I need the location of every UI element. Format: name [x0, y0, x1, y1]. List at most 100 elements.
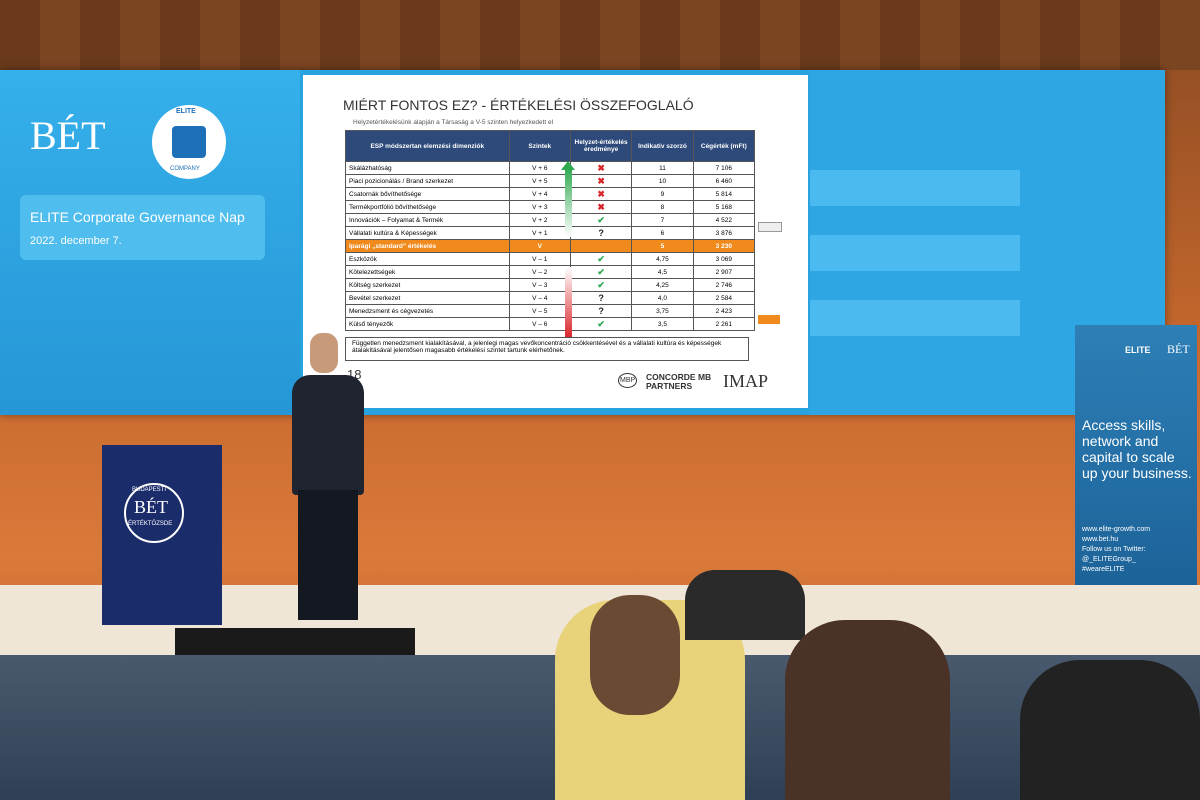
screen: BÉT ELITE COMPANY ELITE Corporate Govern… [0, 70, 1165, 415]
result-cell: ? [569, 226, 633, 240]
table-cell: 4,0 [631, 291, 694, 305]
table-cell: Skálázhatóság [345, 161, 510, 175]
table-cell: 2 261 [692, 317, 756, 331]
elite-mark [172, 126, 206, 158]
table-row: Innovációk – Folyamat & Termék V + 2 ✔ 7 4 5… [345, 213, 756, 227]
grey-arrow [758, 222, 782, 232]
rollup-banner: ELITE BÉT Access skills, network and cap… [1075, 325, 1197, 615]
slide-subtitle: Helyzetértékelésünk alapján a Társaság a… [353, 119, 554, 126]
screen-right-panel [810, 70, 1165, 415]
table-cell: 11 [631, 161, 694, 175]
table-row: Eszközök V – 1 ✔ 4,75 3 069 [345, 252, 756, 266]
header-cell: Indikatív szorzó [631, 130, 694, 162]
audience-member [785, 620, 950, 800]
header-cell: ESP módszertan elemzési dimenziók [345, 130, 510, 162]
result-cell: ✖ [569, 187, 633, 201]
table-cell: 4,75 [631, 252, 694, 266]
audience-hair [590, 595, 680, 715]
table-row: Kötelezettségek V – 2 ✔ 4,5 2 907 [345, 265, 756, 279]
table-cell: V – 6 [508, 317, 571, 331]
speaker-body [292, 375, 364, 495]
table-cell: Iparági „standard” értékelés [345, 239, 510, 253]
table-cell: 3,5 [631, 317, 694, 331]
result-cell: ? [569, 291, 633, 305]
table-cell: 3,75 [631, 304, 694, 318]
table-cell: 2 584 [692, 291, 756, 305]
table-cell: V – 3 [508, 278, 571, 292]
result-cell: ✔ [569, 278, 633, 292]
company-label: COMPANY [170, 166, 200, 172]
up-arrow [565, 167, 572, 237]
table-cell: Termékportfólió bővíthetősége [345, 200, 510, 214]
event-date: 2022. december 7. [30, 235, 122, 247]
table-cell: Vállalati kultúra & Képességek [345, 226, 510, 240]
table-cell: V + 5 [508, 174, 571, 188]
result-cell: ✔ [569, 265, 633, 279]
note-box: Független menedzsment kialakításával, a … [345, 337, 749, 361]
table-row: Menedzsment és cégvezetés V – 5? 3,75 2 423 [345, 304, 756, 318]
concorde-logo: CONCORDE MB PARTNERS [646, 372, 712, 391]
header-cell: Cégérték (mFt) [692, 130, 756, 162]
table-cell: Innovációk – Folyamat & Termék [345, 213, 510, 227]
table-cell: V + 4 [508, 187, 571, 201]
table-cell: V + 1 [508, 226, 571, 240]
stripe [810, 170, 1020, 206]
table-cell: 9 [631, 187, 694, 201]
table-cell: Csatornák bővíthetősége [345, 187, 510, 201]
bet-logo: BÉT [30, 113, 106, 158]
banner-links: www.elite-growth.com www.bet.hu Follow u… [1082, 525, 1192, 575]
result-cell: ✖ [569, 200, 633, 214]
table-row: Költség szerkezet V – 3 ✔ 4,25 2 746 [345, 278, 756, 292]
table-cell: 3 230 [692, 239, 756, 253]
event-name: ELITE Corporate Governance Nap [30, 209, 245, 225]
speaker-legs [298, 490, 358, 620]
podium-bottom: ÉRTÉKTŐZSDE [128, 521, 173, 527]
table-cell: V – 1 [508, 252, 571, 266]
table-cell: 7 [631, 213, 694, 227]
table-cell: V – 5 [508, 304, 571, 318]
slide-title: MIÉRT FONTOS EZ? - ÉRTÉKELÉSI ÖSSZEFOGLA… [343, 97, 694, 113]
table-cell: 7 106 [692, 161, 756, 175]
audience-member [1020, 660, 1200, 800]
podium-top: BUDAPESTI [132, 487, 167, 493]
banner-bet: BÉT [1167, 342, 1190, 356]
result-cell: ✔ [569, 252, 633, 266]
table-cell: 2 746 [692, 278, 756, 292]
table-row: Bevétel szerkezet V – 4? 4,0 2 584 [345, 291, 756, 305]
valuation-table: ESP módszertan elemzési dimenziók Szintek… [345, 130, 756, 331]
table-cell: Menedzsment és cégvezetés [345, 304, 510, 318]
table-cell: 5 168 [692, 200, 756, 214]
table-cell: Külső tényezők [345, 317, 510, 331]
table-cell: Bevétel szerkezet [345, 291, 510, 305]
table-row: Termékportfólió bővíthetősége V + 3 ✖ 8 5 16… [345, 200, 756, 214]
table-cell: 5 814 [692, 187, 756, 201]
result-cell: ✖ [569, 174, 633, 188]
stripe [810, 235, 1020, 271]
elite-label: ELITE [176, 108, 196, 115]
up-arrow-head [561, 161, 575, 170]
stripe [810, 300, 1020, 336]
imap-logo: IMAP [723, 371, 769, 391]
table-cell: V [508, 239, 571, 253]
table-cell: V + 3 [508, 200, 571, 214]
mbp-logo: MBP [618, 373, 638, 388]
header-cell: Helyzet-értékelés eredménye [569, 130, 633, 162]
event-box: ELITE Corporate Governance Nap 2022. dec… [20, 195, 265, 260]
table-row: Piaci pozicionálás / Brand szerkezet V + … [345, 174, 756, 188]
banner-elite: ELITE [1125, 345, 1151, 355]
wood-wall [0, 0, 1200, 70]
slide: MIÉRT FONTOS EZ? - ÉRTÉKELÉSI ÖSSZEFOGLA… [303, 75, 808, 408]
table-cell: Eszközök [345, 252, 510, 266]
table-cell: V – 2 [508, 265, 571, 279]
table-cell: 10 [631, 174, 694, 188]
result-cell: ? [569, 304, 633, 318]
header-cell: Szintek [508, 130, 571, 162]
table-cell: 3 876 [692, 226, 756, 240]
banner-follow: Follow us on Twitter: [1082, 546, 1146, 553]
table-row: Külső tényezők V – 6 ✔ 3,5 2 261 [345, 317, 756, 331]
result-cell: ✖ [569, 161, 633, 175]
table-header: ESP módszertan elemzési dimenziók Szintek… [345, 130, 756, 162]
banner-web2: www.bet.hu [1082, 536, 1119, 543]
table-cell: Piaci pozicionálás / Brand szerkezet [345, 174, 510, 188]
